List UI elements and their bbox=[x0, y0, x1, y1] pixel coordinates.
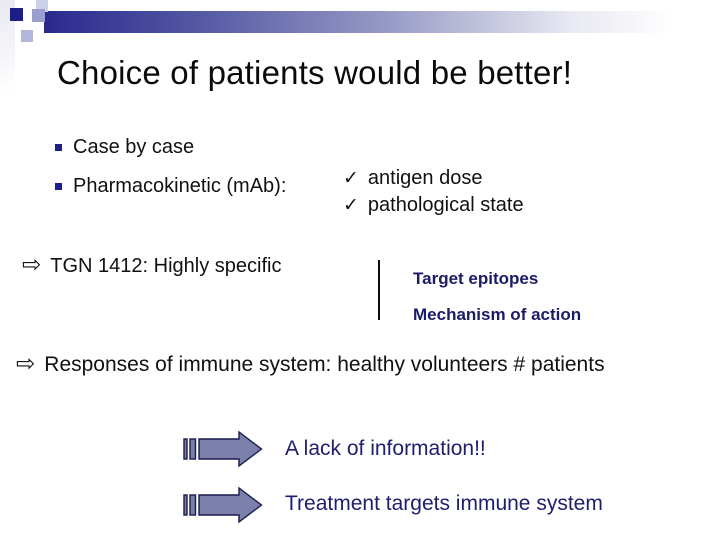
vertical-divider-line bbox=[378, 260, 380, 320]
bullet-pharmacokinetic: Pharmacokinetic (mAb): bbox=[55, 175, 286, 198]
check-label: pathological state bbox=[367, 194, 524, 216]
bullet-case-by-case: Case by case bbox=[55, 136, 194, 159]
square-bullet-icon bbox=[55, 183, 62, 190]
checkmark-icon: ✓ bbox=[343, 194, 359, 216]
arrow-line-tgn1412: ⇨ TGN 1412: Highly specific bbox=[22, 252, 282, 278]
deco-square-lower bbox=[21, 30, 33, 42]
right-arrow-bullet-icon: ⇨ bbox=[16, 350, 36, 377]
callout-target-epitopes: Target epitopes bbox=[413, 269, 539, 288]
bullet-label: Case by case bbox=[73, 136, 195, 158]
banner-caption-treatment-targets: Treatment targets immune system bbox=[285, 492, 603, 515]
striped-right-arrow-icon bbox=[183, 430, 263, 468]
left-gradient-strip bbox=[0, 0, 15, 110]
right-arrow-bullet-icon: ⇨ bbox=[22, 252, 42, 278]
deco-square-dark bbox=[10, 8, 23, 21]
square-bullet-icon bbox=[55, 144, 62, 151]
check-item-antigen-dose: ✓ antigen dose bbox=[343, 167, 524, 194]
check-item-pathological-state: ✓ pathological state bbox=[343, 194, 524, 221]
check-label: antigen dose bbox=[367, 167, 483, 189]
banner-caption-lack-of-information: A lack of information!! bbox=[285, 437, 486, 460]
checkmark-icon: ✓ bbox=[343, 167, 359, 189]
responses-label: Responses of immune system: healthy volu… bbox=[44, 353, 605, 376]
bullet-label: Pharmacokinetic (mAb): bbox=[73, 175, 287, 197]
callout-mechanism-of-action: Mechanism of action bbox=[413, 305, 582, 324]
striped-right-arrow-icon bbox=[183, 486, 263, 524]
deco-square-medium bbox=[32, 9, 45, 22]
top-gradient-bar bbox=[44, 11, 720, 33]
tgn-label: TGN 1412: Highly specific bbox=[50, 255, 282, 277]
check-list: ✓ antigen dose ✓ pathological state bbox=[343, 167, 524, 221]
arrow-line-responses: ⇨ Responses of immune system: healthy vo… bbox=[16, 350, 605, 377]
slide-title: Choice of patients would be better! bbox=[57, 54, 573, 91]
